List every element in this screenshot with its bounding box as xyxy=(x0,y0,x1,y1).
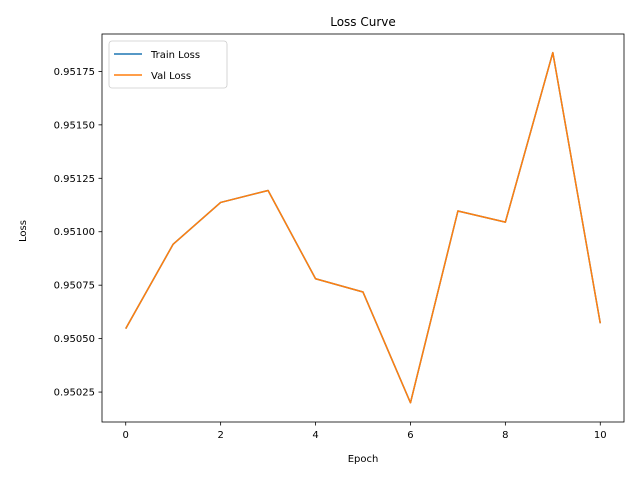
legend: Train Loss Val Loss xyxy=(108,40,228,89)
y-tick-label: 0.95125 xyxy=(54,174,95,185)
y-tick-label: 0.95025 xyxy=(54,388,95,399)
x-axis-label: Epoch xyxy=(348,454,379,465)
legend-label-train-loss: Train Loss xyxy=(150,50,200,61)
y-axis-label: Loss xyxy=(18,220,29,242)
y-tick-label: 0.95150 xyxy=(54,120,95,131)
axes-frame xyxy=(101,33,625,423)
legend-box xyxy=(108,40,228,89)
x-tick-label: 4 xyxy=(312,430,318,441)
x-tick-label: 10 xyxy=(594,430,607,441)
x-tick-label: 0 xyxy=(123,430,129,441)
y-tick-label: 0.95100 xyxy=(54,227,95,238)
x-tick-label: 2 xyxy=(217,430,223,441)
y-tick-label: 0.95175 xyxy=(54,67,95,78)
y-tick-label: 0.95050 xyxy=(54,334,95,345)
legend-label-val-loss: Val Loss xyxy=(151,71,191,82)
chart-title: Loss Curve xyxy=(330,15,396,29)
x-tick-label: 6 xyxy=(407,430,413,441)
series-line-val-loss xyxy=(125,51,602,404)
y-tick-label: 0.95075 xyxy=(54,281,95,292)
x-tick-label: 8 xyxy=(502,430,508,441)
plot-area: 0 2 4 6 8 10 0.95025 0.95050 0.95075 0.95100 0.951… xyxy=(54,33,625,441)
